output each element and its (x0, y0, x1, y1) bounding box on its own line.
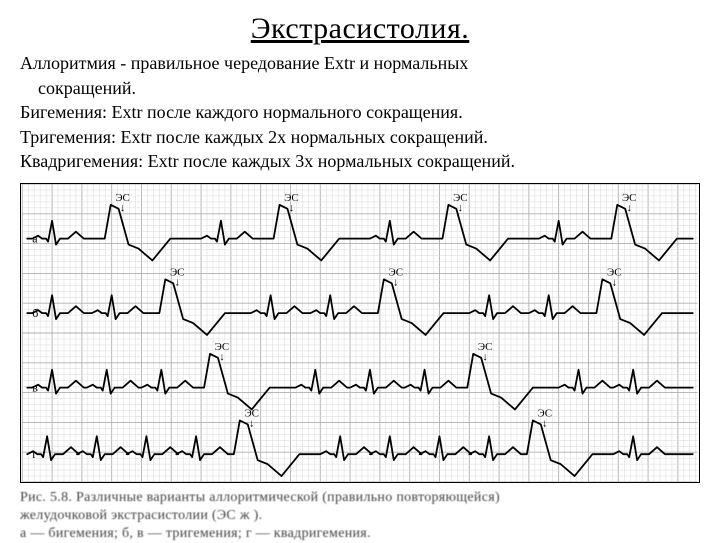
figure-caption: Рис. 5.8. Различные варианты аллоритмиче… (20, 489, 700, 543)
svg-text:↓: ↓ (249, 417, 254, 429)
svg-text:↓: ↓ (175, 276, 180, 288)
svg-text:↓: ↓ (542, 417, 547, 429)
svg-text:↓: ↓ (120, 201, 125, 213)
svg-text:в: в (32, 380, 38, 394)
svg-text:↓: ↓ (289, 201, 294, 213)
ecg-figure: аЭС↓ЭС↓ЭС↓ЭС↓бЭС↓ЭС↓ЭС↓вЭС↓ЭС↓гЭС↓ЭС↓ (20, 183, 700, 483)
def-line-1b: сокращений. (20, 77, 700, 100)
svg-text:↓: ↓ (612, 276, 617, 288)
def-line-3: Тригемения: Extr после каждых 2х нормаль… (20, 126, 700, 149)
def-line-1: Аллоритмия - правильное чередование Extr… (20, 52, 700, 75)
caption-line-2: желудочковой экстрасистолии (ЭС ж ). (20, 507, 700, 525)
caption-line-1: Рис. 5.8. Различные варианты аллоритмиче… (20, 489, 700, 507)
svg-text:↓: ↓ (219, 350, 224, 362)
svg-text:г: г (32, 447, 37, 461)
definitions-block: Аллоритмия - правильное чередование Extr… (20, 52, 700, 173)
ecg-traces-svg: аЭС↓ЭС↓ЭС↓ЭС↓бЭС↓ЭС↓ЭС↓вЭС↓ЭС↓гЭС↓ЭС↓ (21, 184, 699, 482)
svg-text:↓: ↓ (458, 201, 463, 213)
caption-line-3: а — бигемения; б, в — тригемения; г — кв… (20, 525, 700, 543)
svg-text:↓: ↓ (393, 276, 398, 288)
svg-text:↓: ↓ (482, 350, 487, 362)
svg-text:б: б (32, 306, 38, 320)
def-line-4: Квадригемения: Extr после каждых 3х норм… (20, 150, 700, 173)
page-title: Экстрасистолия. (20, 12, 700, 46)
def-line-2: Бигемения: Extr после каждого нормальног… (20, 101, 700, 124)
svg-text:↓: ↓ (626, 201, 631, 213)
svg-text:а: а (32, 231, 38, 245)
